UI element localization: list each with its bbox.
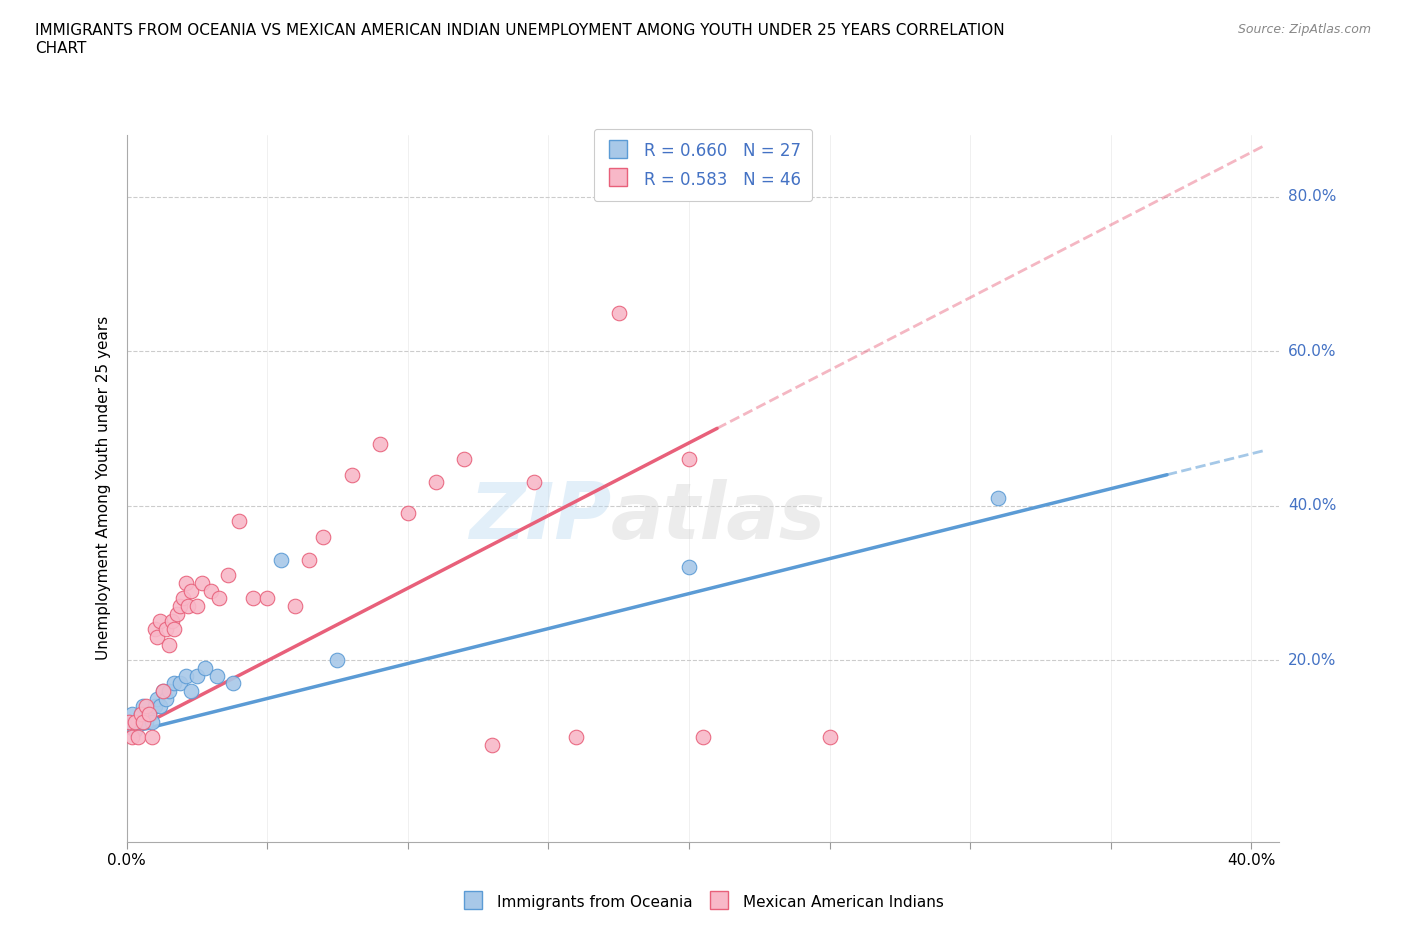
Point: [368, 436, 391, 451]
Point: [326, 653, 349, 668]
Point: [194, 660, 217, 675]
Point: [177, 599, 200, 614]
Point: [453, 452, 475, 467]
Point: [166, 606, 188, 621]
Point: [143, 699, 166, 714]
Point: [157, 684, 180, 698]
Y-axis label: Unemployment Among Youth under 25 years: Unemployment Among Youth under 25 years: [96, 316, 111, 660]
Point: [127, 714, 149, 729]
Point: [174, 668, 197, 683]
Point: [425, 475, 447, 490]
Point: [678, 560, 700, 575]
Point: [298, 552, 321, 567]
Legend: Immigrants from Oceania, Mexican American Indians: Immigrants from Oceania, Mexican America…: [456, 887, 950, 918]
Point: [200, 583, 222, 598]
Point: [149, 614, 172, 629]
Text: ZIP: ZIP: [468, 479, 610, 554]
Point: [118, 714, 141, 729]
Point: [186, 668, 208, 683]
Point: [217, 567, 239, 582]
Point: [565, 730, 588, 745]
Point: [169, 676, 191, 691]
Point: [481, 737, 503, 752]
Point: [141, 714, 163, 729]
Point: [523, 475, 546, 490]
Point: [222, 676, 245, 691]
Text: Source: ZipAtlas.com: Source: ZipAtlas.com: [1237, 23, 1371, 36]
Point: [118, 714, 141, 729]
Text: 20.0%: 20.0%: [1288, 653, 1336, 668]
Point: [205, 668, 228, 683]
Point: [143, 622, 166, 637]
Point: [160, 614, 183, 629]
Legend: R = 0.660   N = 27, R = 0.583   N = 46: R = 0.660 N = 27, R = 0.583 N = 46: [593, 129, 813, 202]
Point: [149, 699, 172, 714]
Point: [135, 699, 157, 714]
Text: atlas: atlas: [610, 479, 825, 554]
Point: [242, 591, 264, 605]
Point: [987, 490, 1010, 505]
Point: [163, 676, 186, 691]
Point: [208, 591, 231, 605]
Point: [121, 707, 143, 722]
Point: [818, 730, 841, 745]
Point: [191, 576, 214, 591]
Text: 80.0%: 80.0%: [1288, 189, 1336, 205]
Point: [284, 599, 307, 614]
Text: 40.0%: 40.0%: [1288, 498, 1336, 513]
Point: [127, 730, 149, 745]
Text: IMMIGRANTS FROM OCEANIA VS MEXICAN AMERICAN INDIAN UNEMPLOYMENT AMONG YOUTH UNDE: IMMIGRANTS FROM OCEANIA VS MEXICAN AMERI…: [35, 23, 1005, 56]
Point: [692, 730, 714, 745]
Point: [124, 723, 146, 737]
Text: 60.0%: 60.0%: [1288, 344, 1336, 359]
Point: [121, 730, 143, 745]
Point: [132, 699, 155, 714]
Point: [340, 467, 363, 482]
Point: [172, 591, 194, 605]
Point: [146, 630, 169, 644]
Point: [124, 714, 146, 729]
Point: [129, 707, 152, 722]
Point: [152, 684, 174, 698]
Point: [186, 599, 208, 614]
Point: [157, 637, 180, 652]
Point: [396, 506, 419, 521]
Point: [180, 583, 202, 598]
Point: [132, 714, 155, 729]
Point: [180, 684, 202, 698]
Point: [155, 691, 177, 706]
Point: [169, 599, 191, 614]
Point: [129, 707, 152, 722]
Point: [138, 707, 160, 722]
Point: [135, 714, 157, 729]
Point: [312, 529, 335, 544]
Point: [678, 452, 700, 467]
Point: [607, 305, 630, 320]
Point: [163, 622, 186, 637]
Point: [256, 591, 278, 605]
Point: [174, 576, 197, 591]
Point: [141, 730, 163, 745]
Point: [146, 691, 169, 706]
Point: [138, 707, 160, 722]
Point: [155, 622, 177, 637]
Point: [228, 513, 250, 528]
Point: [270, 552, 292, 567]
Point: [152, 684, 174, 698]
